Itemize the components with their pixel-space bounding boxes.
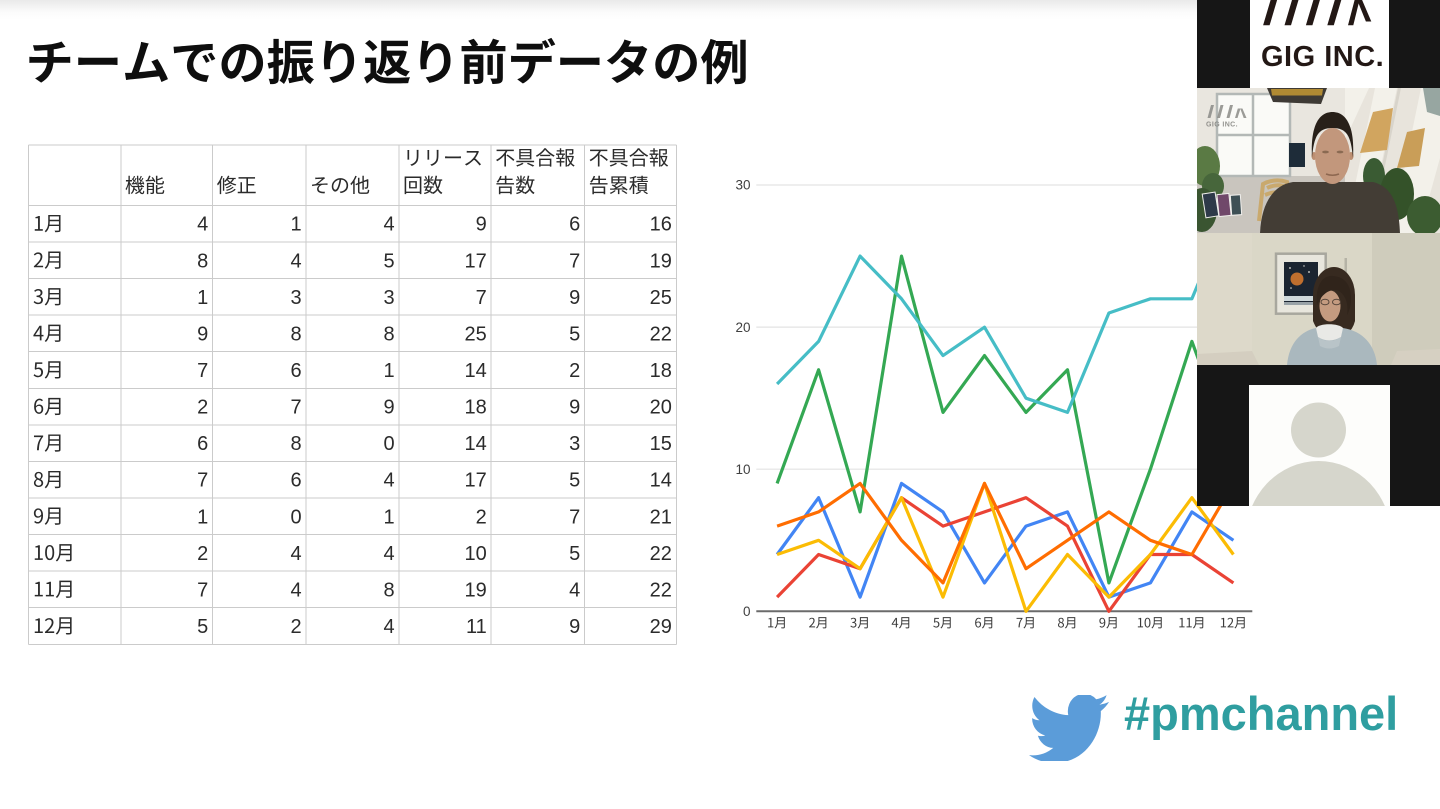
svg-text:3: 3 [290,287,301,309]
svg-text:14: 14 [650,470,672,492]
svg-text:20: 20 [735,320,750,335]
svg-text:1: 1 [197,506,208,528]
svg-text:2: 2 [290,616,301,638]
svg-text:14: 14 [465,433,487,455]
svg-text:7: 7 [197,470,208,492]
svg-text:7: 7 [290,397,301,419]
svg-text:7: 7 [569,250,580,272]
svg-text:18: 18 [465,397,487,419]
svg-text:1: 1 [383,506,394,528]
svg-text:19: 19 [465,579,487,601]
svg-text:2: 2 [197,397,208,419]
svg-text:7: 7 [476,287,487,309]
svg-text:19: 19 [650,250,672,272]
svg-text:9: 9 [569,397,580,419]
svg-text:6: 6 [569,214,580,236]
svg-text:15: 15 [650,433,672,455]
svg-text:10: 10 [465,543,487,565]
svg-text:5: 5 [569,470,580,492]
svg-text:5: 5 [197,616,208,638]
svg-text:8: 8 [383,579,394,601]
svg-text:1: 1 [290,214,301,236]
svg-text:9: 9 [569,287,580,309]
svg-text:4: 4 [383,616,394,638]
svg-text:5: 5 [569,323,580,345]
svg-text:2: 2 [569,360,580,382]
svg-text:3: 3 [569,433,580,455]
svg-text:5: 5 [569,543,580,565]
svg-text:6: 6 [290,360,301,382]
svg-text:7: 7 [197,579,208,601]
svg-text:25: 25 [465,323,487,345]
svg-text:1: 1 [197,287,208,309]
svg-text:9: 9 [569,616,580,638]
svg-text:30: 30 [735,178,750,193]
svg-text:29: 29 [650,616,672,638]
svg-text:5: 5 [383,250,394,272]
svg-text:8: 8 [290,433,301,455]
svg-text:8: 8 [290,323,301,345]
svg-text:16: 16 [650,214,672,236]
svg-text:14: 14 [465,360,487,382]
svg-text:4: 4 [290,543,301,565]
svg-text:4: 4 [383,543,394,565]
svg-text:7: 7 [197,360,208,382]
svg-text:4: 4 [290,579,301,601]
svg-text:22: 22 [650,543,672,565]
svg-text:4: 4 [290,250,301,272]
svg-text:2: 2 [197,543,208,565]
svg-text:21: 21 [650,506,672,528]
svg-text:9: 9 [476,214,487,236]
svg-text:0: 0 [383,433,394,455]
svg-text:4: 4 [569,579,580,601]
svg-text:8: 8 [383,323,394,345]
svg-text:9: 9 [197,323,208,345]
svg-text:18: 18 [650,360,672,382]
svg-text:8: 8 [197,250,208,272]
svg-text:0: 0 [743,604,751,619]
svg-text:11: 11 [466,616,487,638]
svg-text:0: 0 [290,506,301,528]
svg-text:GIG INC.: GIG INC. [1261,41,1384,73]
svg-text:GIG INC.: GIG INC. [1206,122,1238,129]
svg-text:1: 1 [383,360,394,382]
svg-text:6: 6 [290,470,301,492]
svg-text:7: 7 [569,506,580,528]
svg-text:22: 22 [650,579,672,601]
svg-text:17: 17 [465,470,487,492]
svg-text:4: 4 [197,214,208,236]
svg-text:25: 25 [650,287,672,309]
svg-text:20: 20 [650,397,672,419]
svg-text:6: 6 [197,433,208,455]
svg-text:3: 3 [383,287,394,309]
svg-text:22: 22 [650,323,672,345]
svg-text:2: 2 [476,506,487,528]
svg-text:4: 4 [383,470,394,492]
svg-text:9: 9 [383,397,394,419]
svg-text:17: 17 [465,250,487,272]
svg-text:4: 4 [383,214,394,236]
svg-text:10: 10 [735,462,750,477]
